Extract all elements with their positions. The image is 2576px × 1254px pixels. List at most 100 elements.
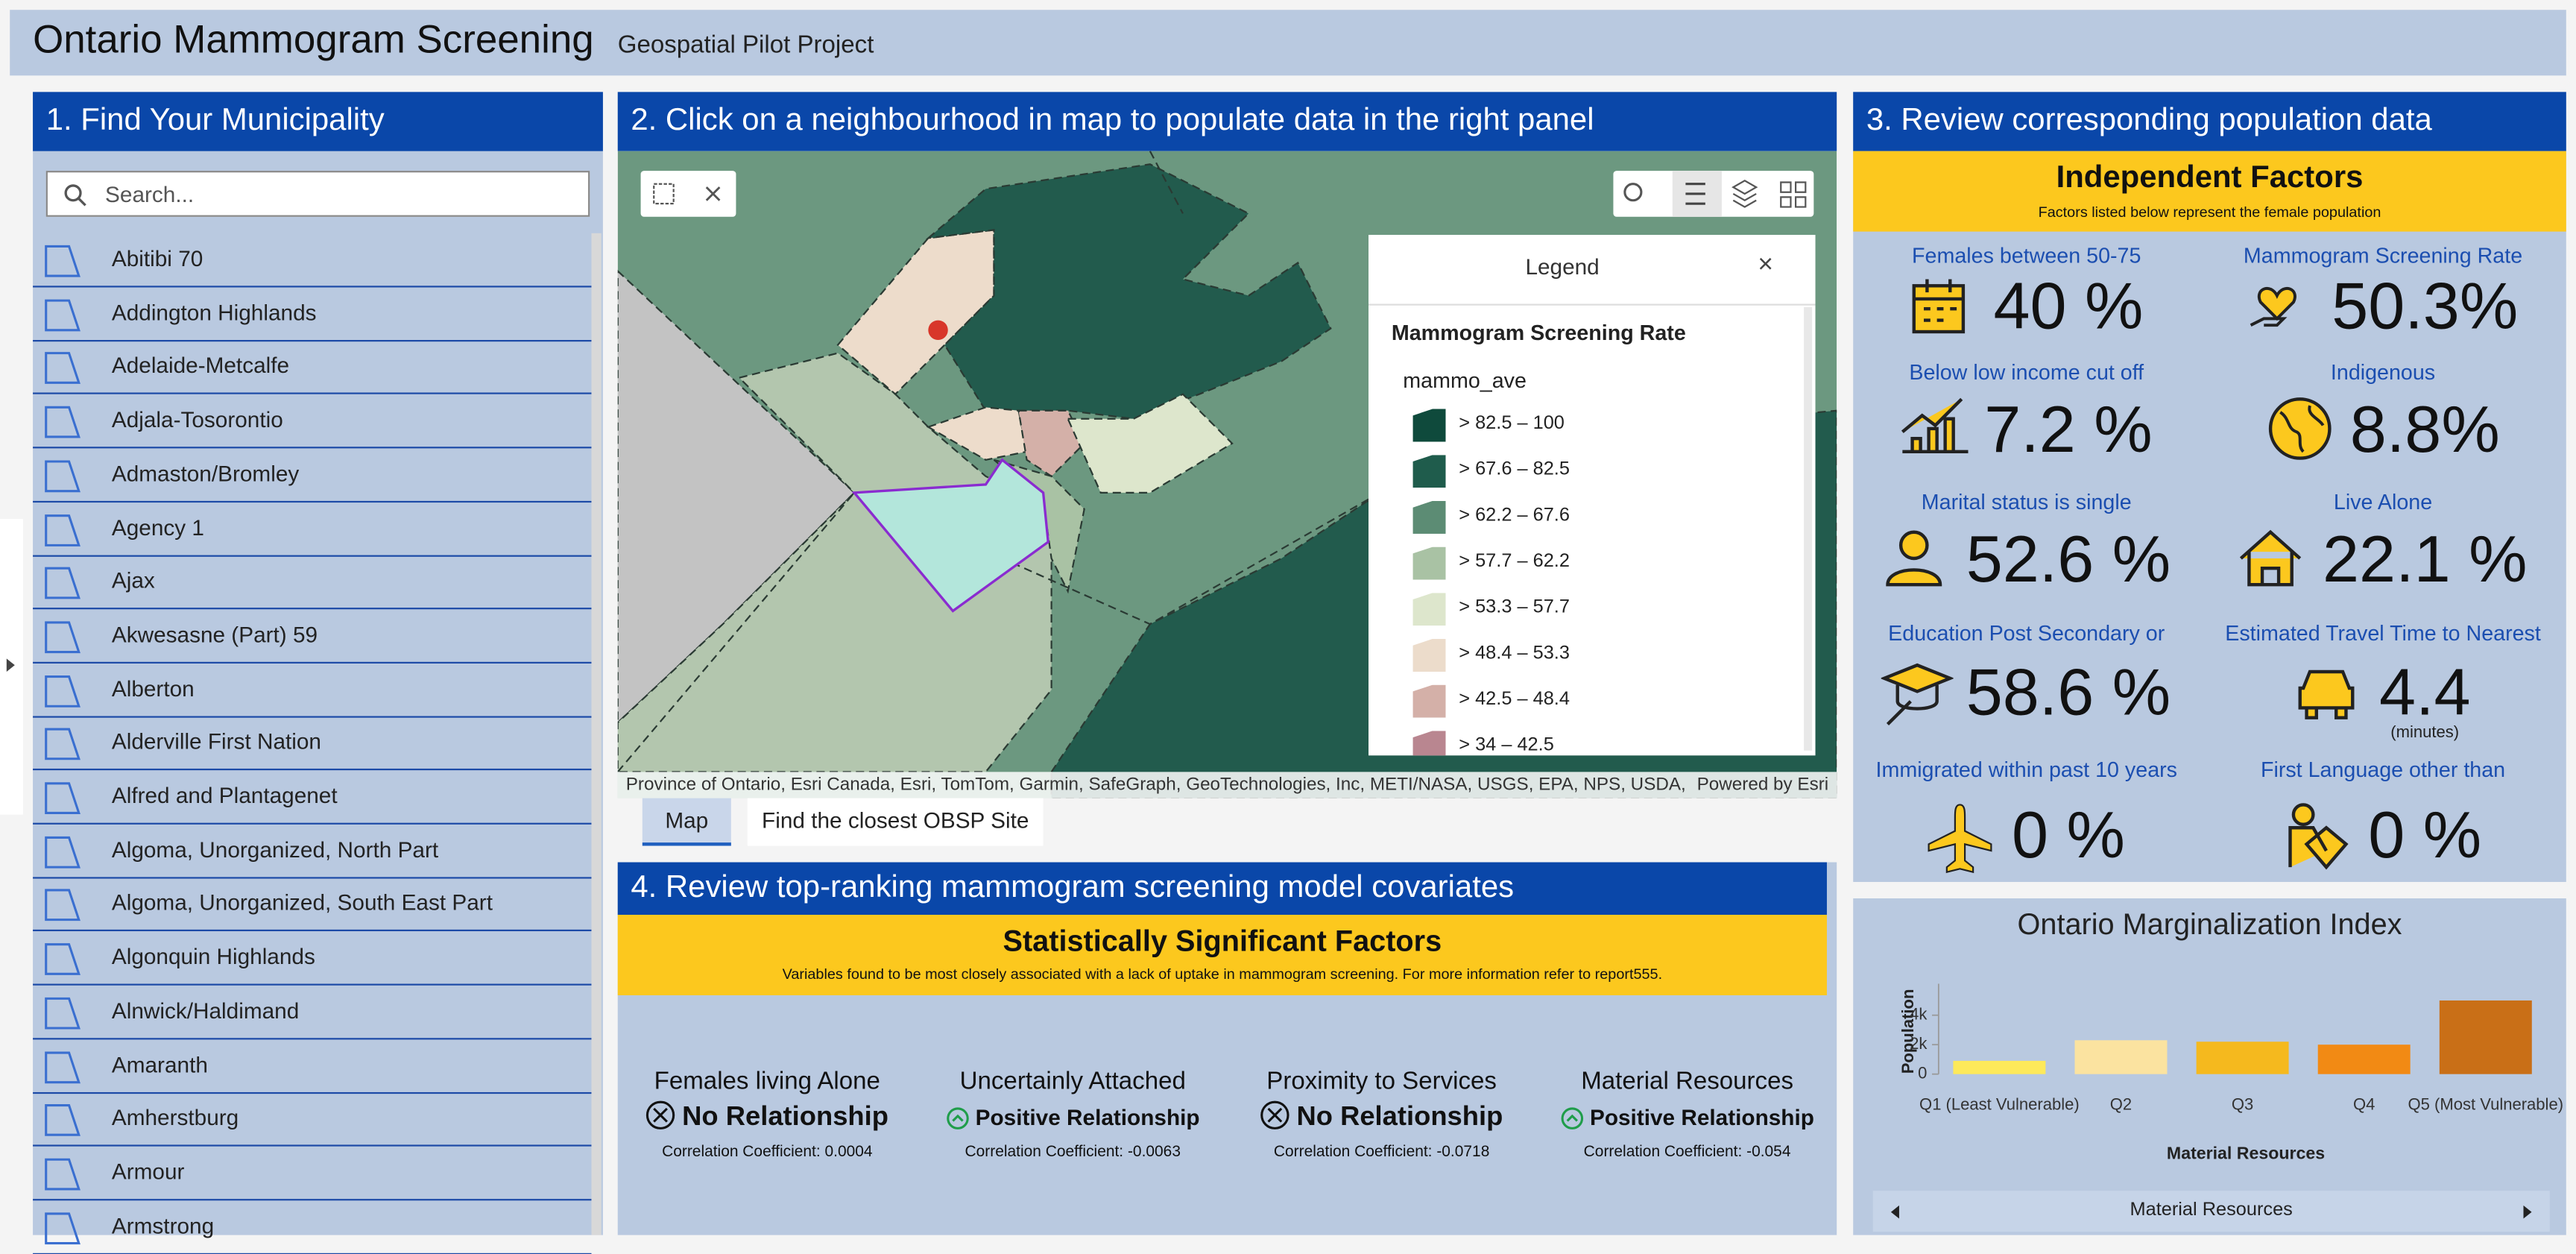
factor-label: Mammogram Screening Rate <box>2243 243 2523 268</box>
map-toolbar[interactable] <box>640 171 736 217</box>
factor-icon <box>2298 669 2355 719</box>
icon-shape <box>45 997 80 1030</box>
coefficient: Correlation Coefficient: 0.0004 <box>662 1143 873 1162</box>
covariate-name: Uncertainly Attached <box>959 1067 1186 1096</box>
icon <box>946 1107 969 1129</box>
layers-tool[interactable] <box>1731 180 1758 208</box>
icon <box>2291 803 2314 827</box>
municipality-item[interactable]: Addington Highlands <box>33 287 592 341</box>
basemap-tool[interactable] <box>1780 181 1807 208</box>
attribution-bar: Province of Ontario, Esri Canada, Esri, … <box>617 772 1837 798</box>
municipality-item[interactable]: Adjala-Tosorontio <box>33 394 592 449</box>
next-arrow[interactable] <box>2520 1204 2534 1220</box>
factor-icon <box>2288 803 2348 870</box>
polygon-icon <box>45 567 80 599</box>
scrollbar <box>591 233 602 1235</box>
covariate-name: Proximity to Services <box>1266 1067 1497 1096</box>
clear-tool[interactable] <box>705 186 721 201</box>
map-region[interactable] <box>836 229 995 396</box>
map-region[interactable] <box>617 269 856 724</box>
municipality-name: Ajax <box>111 568 155 593</box>
search-tool[interactable] <box>1623 183 1643 202</box>
icon-shape <box>45 1212 80 1244</box>
side-toggle[interactable] <box>0 519 23 815</box>
y-axis-title: Population <box>1898 989 1917 1074</box>
selected-region[interactable] <box>851 458 1049 613</box>
map-region[interactable] <box>1066 393 1234 494</box>
icon-shape <box>45 943 80 976</box>
tab-active[interactable]: Map <box>642 798 731 846</box>
polygon-icon <box>45 460 80 492</box>
legend-layer: Mammogram Screening Rate <box>1391 320 1686 345</box>
header-bar: Ontario Mammogram Screening Geospatial P… <box>10 10 2566 76</box>
coefficient: Correlation Coefficient: -0.0718 <box>1273 1143 1490 1162</box>
municipality-item[interactable]: Amherstburg <box>33 1092 592 1147</box>
divider <box>1368 303 1816 306</box>
coefficient: Correlation Coefficient: -0.0063 <box>965 1143 1181 1162</box>
municipality-item[interactable]: Ajax <box>33 555 592 610</box>
municipality-name: Alfred and Plantagenet <box>111 783 338 808</box>
search-box[interactable]: Search... <box>45 171 590 217</box>
municipality-item[interactable]: Agency 1 <box>33 502 592 556</box>
relationship-text: No Relationship <box>682 1102 888 1132</box>
legend-tool[interactable] <box>1685 183 1705 205</box>
icon <box>2250 317 2288 327</box>
icon <box>1885 568 1942 587</box>
factor-icon <box>1927 804 1992 874</box>
banner-title: Statistically Significant Factors <box>1003 924 1442 958</box>
map-region[interactable] <box>926 406 1028 461</box>
municipality-item[interactable]: Akwesasne (Part) 59 <box>33 609 592 664</box>
polygon-icon <box>45 1050 80 1083</box>
site-marker[interactable] <box>928 320 948 341</box>
legend-swatch <box>1412 409 1446 442</box>
chart-selector[interactable]: Material Resources <box>1872 1191 2550 1232</box>
x-tick-label: Q5 (Most Vulnerable) <box>2408 1094 2563 1113</box>
factor-value: 52.6 % <box>1966 523 2171 596</box>
municipality-item[interactable]: Algonquin Highlands <box>33 931 592 986</box>
factor-value: 8.8% <box>2349 394 2500 467</box>
map-region[interactable] <box>1017 409 1086 478</box>
prev-arrow[interactable] <box>1890 1204 1903 1220</box>
municipality-name: Armour <box>111 1159 185 1185</box>
municipality-item[interactable]: Alfred and Plantagenet <box>33 770 592 825</box>
bar <box>2439 1000 2532 1074</box>
legend-close[interactable]: × <box>1758 251 1773 280</box>
factor-icon <box>1913 279 1966 334</box>
municipality-item[interactable]: Amaranth <box>33 1039 592 1094</box>
relationship: Positive Relationship <box>1535 1106 1840 1130</box>
municipality-panel <box>33 92 603 1235</box>
polygon-icon <box>45 1212 80 1244</box>
municipality-item[interactable]: Alderville First Nation <box>33 716 592 771</box>
factor-value: 50.3% <box>2332 271 2519 344</box>
municipality-item[interactable]: Abitibi 70 <box>33 233 592 288</box>
y-tick-label: 0 <box>1918 1064 1927 1083</box>
municipality-item[interactable]: Alnwick/Haldimand <box>33 985 592 1039</box>
map-region[interactable] <box>925 163 1332 420</box>
municipality-item[interactable]: Armour <box>33 1146 592 1201</box>
icon <box>1927 804 1992 874</box>
icon <box>1566 1114 1578 1122</box>
municipality-item[interactable]: Armstrong <box>33 1200 592 1254</box>
polygon-icon <box>45 728 80 760</box>
municipality-item[interactable]: Admaston/Bromley <box>33 448 592 502</box>
factors-banner: Independent Factors Factors listed below… <box>1853 151 2566 232</box>
polygon-icon <box>45 352 80 385</box>
map-region[interactable] <box>993 459 1085 594</box>
coefficient: Correlation Coefficient: -0.054 <box>1583 1143 1791 1162</box>
municipality-item[interactable]: Alberton <box>33 663 592 717</box>
municipality-name: Amherstburg <box>111 1105 239 1131</box>
municipality-item[interactable]: Algoma, Unorganized, North Part <box>33 824 592 878</box>
icon-shape <box>45 675 80 707</box>
municipality-item[interactable]: Algoma, Unorganized, South East Part <box>33 878 592 932</box>
x-tick-label: Q2 <box>2110 1094 2132 1113</box>
tab[interactable]: Find the closest OBSP Site <box>747 798 1044 846</box>
panel-title: 1. Find Your Municipality <box>33 92 603 151</box>
factor-label: Education Post Secondary or <box>1888 620 2165 646</box>
municipality-item[interactable]: Adelaide-Metcalfe <box>33 341 592 395</box>
legend-swatch <box>1412 684 1446 718</box>
chart-title: Ontario Marginalization Index <box>2018 908 2402 941</box>
municipality-name: Armstrong <box>111 1213 215 1238</box>
factor-label: Females between 50-75 <box>1912 243 2141 268</box>
icon <box>1898 530 1929 561</box>
legend-field: mammo_ave <box>1403 368 1527 393</box>
